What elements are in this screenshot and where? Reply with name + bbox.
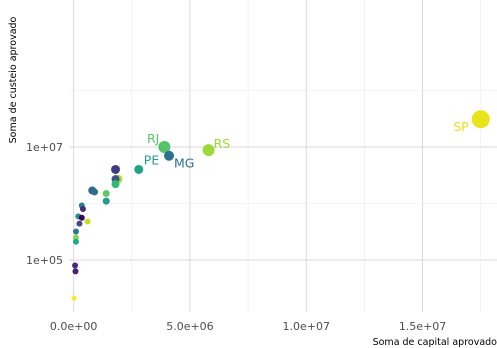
grid	[69, 0, 497, 312]
y-tick-label: 1e+07	[26, 141, 63, 154]
data-point	[72, 238, 79, 245]
x-tick-labels: 0.0e+00 5.0e+06 1.0e+07 1.5e+07	[50, 320, 446, 333]
data-point	[72, 262, 79, 269]
x-axis-title: Soma de capital aprovado	[373, 337, 497, 348]
y-tick-labels: 1e+05 1e+07	[26, 141, 63, 267]
x-tick-label: 1.5e+07	[399, 320, 446, 333]
data-point	[72, 234, 79, 241]
data-point	[134, 164, 144, 174]
data-point	[111, 164, 121, 174]
data-points	[71, 110, 490, 301]
data-point	[78, 214, 85, 221]
data-point	[79, 205, 86, 212]
point-labels: SP RS RJ MG PE	[144, 119, 469, 171]
y-tick-label: 1e+05	[26, 254, 63, 267]
x-tick-label: 0.0e+00	[50, 320, 97, 333]
data-point	[158, 140, 171, 153]
data-point	[164, 150, 175, 161]
y-axis-title: Soma de custeio aprovado	[8, 16, 19, 143]
data-point	[471, 110, 490, 129]
data-point	[71, 295, 77, 301]
point-label: RJ	[147, 131, 159, 146]
data-point	[111, 180, 120, 189]
data-point	[72, 228, 79, 235]
point-label: RS	[214, 136, 231, 151]
data-point	[102, 190, 110, 198]
point-label: SP	[453, 119, 469, 134]
point-label: PE	[144, 152, 160, 167]
data-point	[102, 197, 110, 205]
x-tick-label: 1.0e+07	[283, 320, 330, 333]
data-point	[72, 268, 79, 275]
x-tick-label: 5.0e+06	[166, 320, 213, 333]
data-point	[202, 144, 215, 157]
point-label: MG	[174, 156, 194, 171]
data-point	[91, 188, 99, 196]
data-point	[76, 220, 83, 227]
data-point	[84, 218, 91, 225]
